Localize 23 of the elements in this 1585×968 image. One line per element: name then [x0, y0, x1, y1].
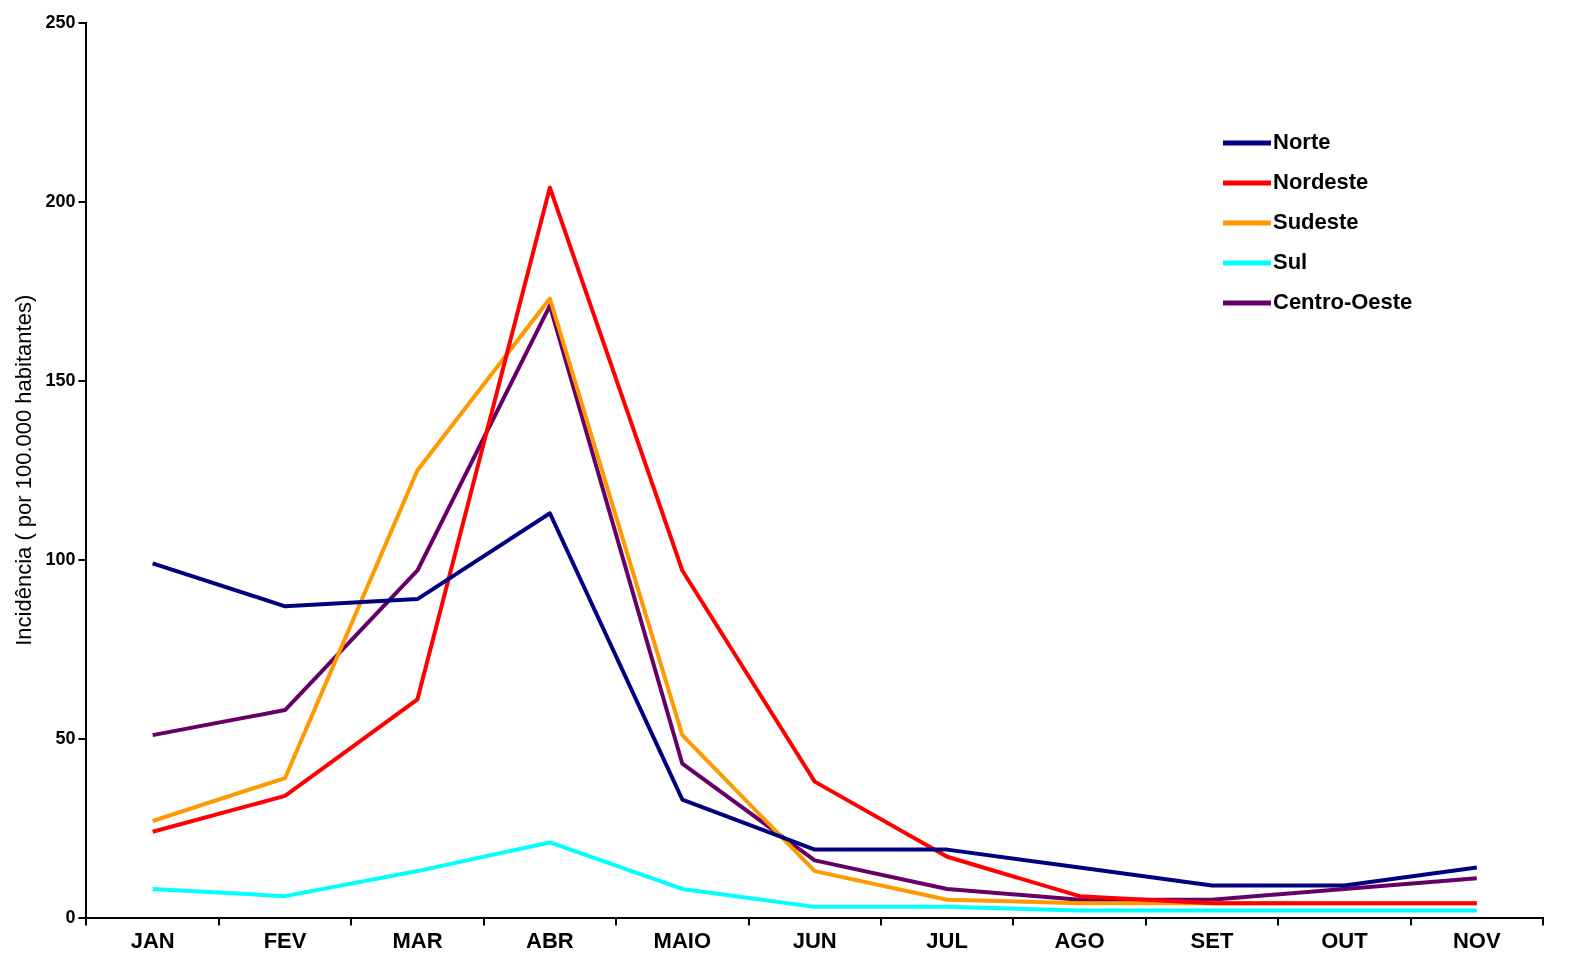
x-tick-label: FEV: [263, 927, 307, 953]
x-tick-label: MAR: [392, 927, 443, 953]
y-tick-label: 0: [65, 906, 76, 927]
y-axis-title: Incidência ( por 100.000 habitantes): [11, 294, 37, 646]
y-tick-label: 200: [45, 190, 76, 211]
x-tick-label: JAN: [130, 927, 175, 953]
y-tick-label: 50: [55, 727, 76, 748]
legend-label: Sul: [1273, 249, 1308, 275]
x-tick-label: JUL: [926, 927, 968, 953]
x-tick-label: AGO: [1054, 927, 1105, 953]
x-tick-label: SET: [1190, 927, 1234, 953]
x-tick-label: OUT: [1321, 927, 1369, 953]
legend-label: Norte: [1273, 129, 1331, 155]
legend-label: Sudeste: [1273, 209, 1359, 235]
x-tick-label: NOV: [1452, 927, 1501, 953]
x-tick-label: MAIO: [653, 927, 712, 953]
legend-label: Centro-Oeste: [1273, 289, 1413, 315]
y-tick-label: 100: [45, 548, 76, 569]
y-tick-label: 250: [45, 11, 76, 32]
x-tick-label: JUN: [792, 927, 837, 953]
y-tick-label: 150: [45, 369, 76, 390]
x-tick-label: ABR: [526, 927, 574, 953]
legend-label: Nordeste: [1273, 169, 1369, 195]
